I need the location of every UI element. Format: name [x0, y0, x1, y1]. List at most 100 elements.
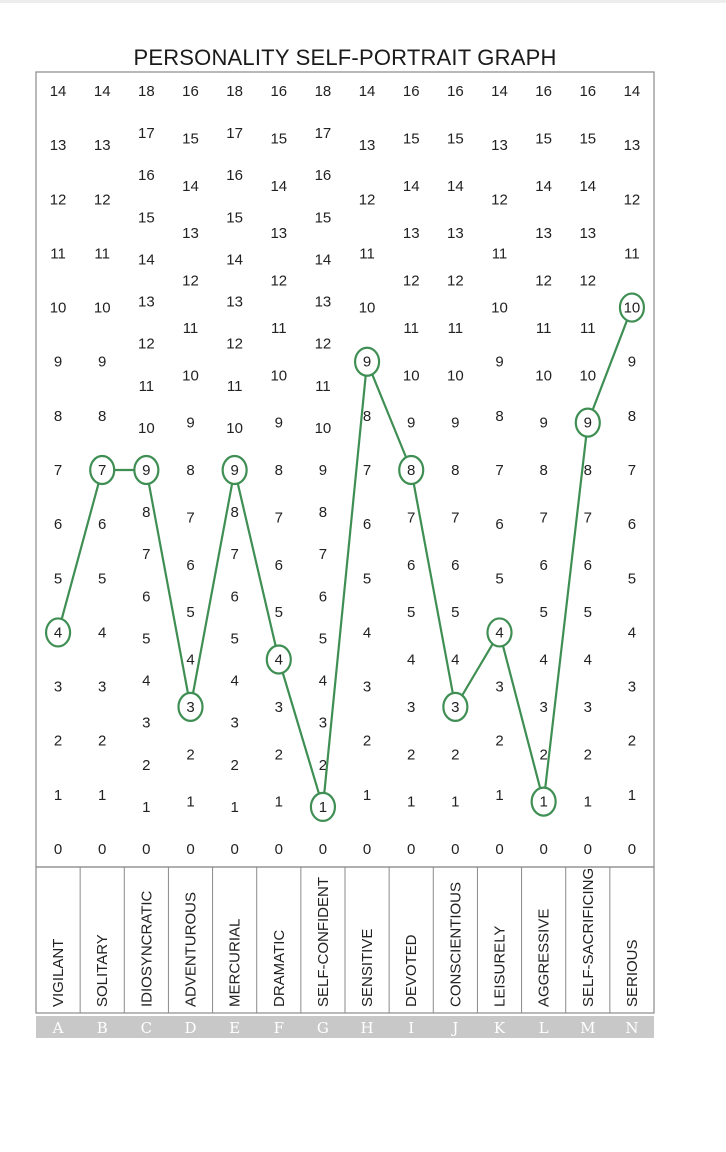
category-letter: G [317, 1019, 329, 1037]
scale-tick-label: 5 [319, 630, 327, 647]
category-letter: L [539, 1019, 549, 1037]
scale-tick-label: 11 [492, 245, 508, 262]
scale-tick-label: 12 [138, 336, 155, 353]
scale-tick-label: 8 [451, 462, 459, 479]
scale-tick-label: 13 [94, 137, 111, 154]
scale-tick-label: 0 [98, 841, 106, 858]
scale-tick-label: 7 [407, 509, 415, 526]
scale-tick-label: 8 [539, 462, 547, 479]
scale-tick-label: 3 [98, 679, 106, 696]
scale-tick-label: 8 [628, 408, 636, 425]
scale-tick-label: 4 [407, 652, 415, 669]
scale-tick-label: 12 [579, 273, 596, 290]
scale-tick-label: 2 [142, 757, 150, 774]
score-circle [486, 617, 513, 648]
scale-tick-label: 6 [539, 557, 547, 574]
scale-tick-label: 14 [270, 178, 287, 195]
scale-tick-label: 16 [403, 83, 420, 100]
scale-tick-label: 0 [495, 841, 503, 858]
scale-tick-label: 13 [226, 294, 243, 311]
scale-tick-label: 6 [230, 588, 238, 605]
score-circle-backdrop [46, 618, 71, 647]
scale-tick-label: 3 [54, 679, 62, 696]
scale-tick-label: 16 [579, 83, 596, 100]
category-letter: D [184, 1019, 196, 1037]
scale-tick-label: 12 [182, 273, 199, 290]
score-circle-backdrop [531, 787, 556, 816]
scale-tick-label: 13 [315, 294, 332, 311]
scale-tick-label: 16 [535, 83, 552, 100]
scale-tick-label: 18 [315, 83, 332, 100]
category-label: LEISURELY [492, 926, 509, 1007]
scale-tick-label: 4 [363, 624, 371, 641]
scale-tick-label: 4 [451, 652, 459, 669]
scale-tick-label: 14 [447, 178, 464, 195]
score-circle-backdrop [399, 456, 424, 484]
selected-score-label: 10 [624, 300, 641, 317]
scale-tick-label: 11 [403, 320, 419, 337]
selected-score-label: 7 [98, 462, 106, 479]
score-circle [133, 454, 160, 486]
scale-tick-label: 8 [319, 504, 327, 521]
score-circle-backdrop [619, 293, 644, 322]
scale-tick-label: 12 [624, 191, 641, 208]
scale-tick-label: 8 [584, 462, 592, 479]
category-letter: E [229, 1019, 240, 1037]
scale-tick-label: 2 [54, 733, 62, 750]
scale-tick-label: 10 [535, 367, 552, 384]
scale-tick-label: 7 [451, 509, 459, 526]
scale-tick-label: 9 [319, 462, 327, 479]
score-circle [442, 691, 469, 722]
scale-tick-label: 14 [138, 251, 155, 268]
scale-tick-label: 7 [230, 546, 238, 563]
selected-score-label: 1 [539, 794, 547, 811]
scale-tick-label: 7 [54, 462, 62, 479]
scale-tick-label: 16 [447, 83, 464, 100]
scale-tick-label: 16 [182, 83, 199, 100]
scale-tick-label: 10 [138, 420, 155, 437]
scale-tick-label: 17 [138, 125, 155, 142]
scale-tick-label: 1 [230, 799, 238, 816]
scale-tick-label: 2 [186, 746, 194, 763]
scale-tick-label: 1 [407, 794, 415, 811]
scale-tick-label: 10 [50, 300, 67, 317]
scale-tick-label: 15 [226, 209, 243, 226]
scale-tick-label: 11 [50, 245, 66, 262]
scale-tick-label: 0 [275, 841, 283, 858]
category-label: AGGRESSIVE [536, 909, 553, 1007]
scale-tick-label: 2 [628, 733, 636, 750]
scale-tick-label: 1 [54, 787, 62, 804]
scale-tick-label: 3 [539, 699, 547, 716]
scale-tick-label: 13 [182, 225, 199, 242]
chart-title: PERSONALITY SELF-PORTRAIT GRAPH [133, 45, 557, 70]
scale-tick-label: 8 [54, 408, 62, 425]
scale-tick-label: 14 [94, 83, 111, 100]
scale-tick-label: 11 [448, 320, 464, 337]
scale-tick-label: 5 [275, 604, 283, 621]
scale-tick-label: 6 [54, 516, 62, 533]
scale-tick-label: 2 [407, 746, 415, 763]
scale-tick-label: 17 [315, 125, 332, 142]
scale-tick-label: 12 [315, 336, 332, 353]
scale-tick-label: 4 [142, 673, 150, 690]
scale-tick-label: 3 [495, 679, 503, 696]
scale-tick-label: 5 [363, 570, 371, 587]
scale-tick-label: 11 [624, 245, 640, 262]
scale-tick-label: 8 [230, 504, 238, 521]
selected-score-label: 4 [495, 624, 503, 641]
scale-tick-label: 4 [98, 624, 106, 641]
scale-tick-label: 11 [536, 320, 552, 337]
scale-tick-label: 3 [584, 699, 592, 716]
scale-tick-label: 10 [270, 367, 287, 384]
scale-tick-label: 1 [98, 787, 106, 804]
scale-tick-label: 3 [319, 715, 327, 732]
scale-tick-label: 1 [275, 794, 283, 811]
scale-tick-label: 5 [54, 570, 62, 587]
scale-tick-label: 1 [495, 787, 503, 804]
letter-band [36, 1016, 654, 1038]
scale-tick-label: 7 [628, 462, 636, 479]
scale-tick-label: 5 [230, 630, 238, 647]
category-label: DRAMATIC [271, 930, 288, 1007]
scale-tick-label: 1 [363, 787, 371, 804]
category-label: SENSITIVE [359, 929, 376, 1007]
